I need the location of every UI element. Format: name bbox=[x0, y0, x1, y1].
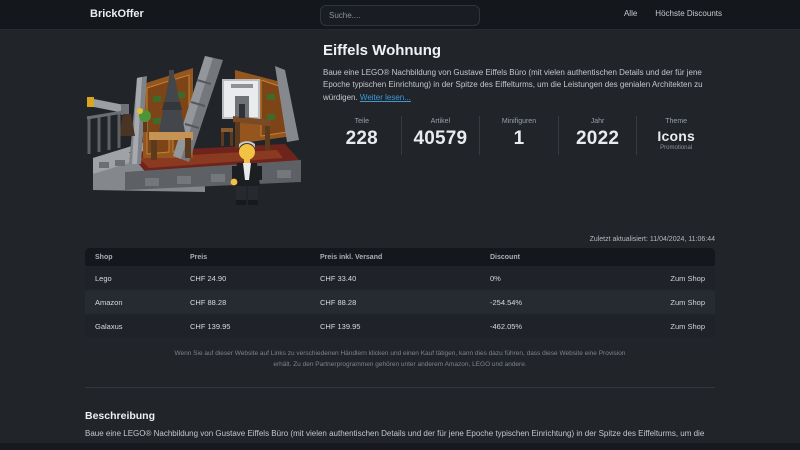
column-header-discount: Discount bbox=[490, 253, 520, 261]
stat-value: Icons bbox=[657, 128, 695, 145]
stat-label: Jahr bbox=[590, 118, 605, 126]
stat-label: Theme bbox=[665, 118, 688, 126]
affiliate-disclaimer: Wenn Sie auf dieser Website auf Links zu… bbox=[174, 350, 626, 369]
stat-sub-label: Promotional bbox=[660, 145, 693, 152]
price-incl-shipping: CHF 139.95 bbox=[320, 321, 361, 331]
stat-artikel: Artikel 40579 bbox=[400, 116, 480, 156]
read-more-link[interactable]: Weiter lesen... bbox=[359, 92, 411, 102]
product-section: Eiffels Wohnung Baue eine LEGO® Nachbild… bbox=[85, 40, 715, 220]
lego-set-illustration bbox=[86, 56, 301, 205]
nav-link-hoechste-discounts[interactable]: Höchste Discounts bbox=[655, 9, 722, 18]
main-content: Eiffels Wohnung Baue eine LEGO® Nachbild… bbox=[85, 40, 715, 450]
price: CHF 24.90 bbox=[190, 273, 227, 283]
stat-value: 40579 bbox=[413, 128, 468, 150]
search-input[interactable] bbox=[320, 5, 480, 26]
price-incl-shipping: CHF 88.28 bbox=[320, 297, 357, 307]
header-nav: Alle Höchste Discounts bbox=[624, 9, 722, 18]
column-header-preis-inkl-versand: Preis inkl. Versand bbox=[320, 253, 383, 261]
nav-link-alle[interactable]: Alle bbox=[623, 9, 638, 18]
column-header-shop: Shop bbox=[95, 253, 113, 261]
product-info: Eiffels Wohnung Baue eine LEGO® Nachbild… bbox=[313, 40, 715, 220]
stat-label: Minifiguren bbox=[501, 118, 537, 126]
table-row-lego: Lego CHF 24.90 CHF 33.40 0% Zum Shop bbox=[85, 266, 715, 290]
product-description-text: Baue eine LEGO® Nachbildung von Gustave … bbox=[323, 68, 703, 102]
stat-teile: Teile 228 bbox=[323, 116, 401, 155]
discount-value: -254.54% bbox=[490, 297, 523, 307]
stat-label: Artikel bbox=[430, 118, 451, 126]
section-divider bbox=[85, 387, 715, 389]
app-header: BrickOffer Alle Höchste Discounts bbox=[0, 0, 800, 30]
brand-logo[interactable]: BrickOffer bbox=[90, 8, 144, 20]
table-header-row: Shop Preis Preis inkl. Versand Discount bbox=[85, 248, 715, 266]
column-header-preis: Preis bbox=[190, 253, 208, 261]
stat-theme: Theme Icons Promotional bbox=[636, 116, 715, 156]
product-image bbox=[85, 40, 313, 220]
table-row-galaxus: Galaxus CHF 139.95 CHF 139.95 -462.05% Z… bbox=[85, 314, 715, 338]
offers-table: Shop Preis Preis inkl. Versand Discount … bbox=[85, 248, 715, 338]
stat-label: Teile bbox=[354, 118, 369, 126]
product-stats: Teile 228 Artikel 40579 Minifiguren 1 Ja… bbox=[323, 116, 715, 156]
shop-name: Lego bbox=[95, 273, 112, 283]
price: CHF 139.95 bbox=[190, 321, 231, 331]
stat-value: 2022 bbox=[576, 128, 620, 150]
last-updated-text: Zuletzt aktualisiert: 11/04/2024, 11:06:… bbox=[589, 236, 715, 243]
stat-value: 228 bbox=[345, 128, 378, 150]
description-heading: Beschreibung bbox=[85, 410, 156, 423]
stat-jahr: Jahr 2022 bbox=[557, 116, 637, 156]
stat-value: 1 bbox=[513, 128, 525, 150]
shop-name: Galaxus bbox=[95, 321, 123, 331]
stat-minifiguren: Minifiguren 1 bbox=[479, 116, 558, 156]
zum-shop-link[interactable]: Zum Shop bbox=[670, 321, 705, 331]
zum-shop-link[interactable]: Zum Shop bbox=[670, 297, 705, 307]
table-row-amazon: Amazon CHF 88.28 CHF 88.28 -254.54% Zum … bbox=[85, 290, 715, 314]
price: CHF 88.28 bbox=[190, 297, 227, 307]
price-incl-shipping: CHF 33.40 bbox=[320, 273, 357, 283]
shop-name: Amazon bbox=[95, 297, 123, 307]
minifig-gustave-eiffel bbox=[230, 141, 262, 205]
product-description: Baue eine LEGO® Nachbildung von Gustave … bbox=[323, 67, 715, 104]
discount-value: 0% bbox=[490, 273, 501, 283]
product-title: Eiffels Wohnung bbox=[323, 42, 442, 59]
footer-strip bbox=[0, 443, 800, 450]
zum-shop-link[interactable]: Zum Shop bbox=[670, 273, 705, 283]
discount-value: -462.05% bbox=[490, 321, 523, 331]
